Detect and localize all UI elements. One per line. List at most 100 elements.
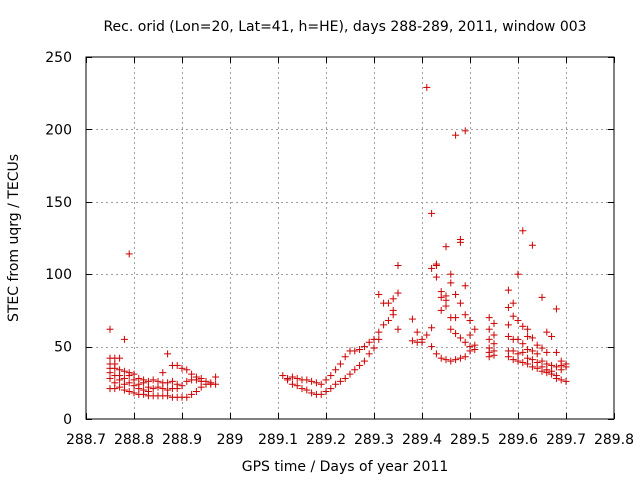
data-point [519, 348, 527, 356]
data-point [528, 241, 536, 249]
data-point [346, 370, 354, 378]
data-point [164, 392, 172, 400]
data-point [394, 262, 402, 270]
data-point [557, 376, 565, 384]
data-point [524, 332, 532, 340]
data-point [548, 332, 556, 340]
data-point [192, 376, 200, 384]
grid-lines [86, 57, 614, 419]
axis-ticks [86, 57, 615, 420]
y-tick-labels: 0 50 100 150 200 250 [45, 50, 72, 428]
data-point [514, 335, 522, 343]
data-point [159, 385, 167, 393]
data-point [356, 345, 364, 353]
data-point [552, 374, 560, 382]
data-point [279, 372, 287, 380]
x-tick-label: 289.5 [450, 432, 490, 448]
data-point [452, 290, 460, 298]
data-point [360, 343, 368, 351]
data-point [356, 361, 364, 369]
data-point [538, 344, 546, 352]
data-point [437, 306, 445, 314]
x-tick-label: 289.7 [546, 432, 586, 448]
data-point [461, 353, 469, 361]
data-point [528, 356, 536, 364]
data-point [413, 328, 421, 336]
data-point [447, 357, 455, 365]
data-point [504, 332, 512, 340]
data-point [524, 360, 532, 368]
data-point [375, 335, 383, 343]
data-point [533, 341, 541, 349]
data-point [173, 385, 181, 393]
y-tick-label: 200 [45, 122, 72, 138]
data-point [375, 328, 383, 336]
data-point [384, 317, 392, 325]
x-tick-label: 289 [217, 432, 244, 448]
data-point [485, 314, 493, 322]
data-point [365, 350, 373, 358]
data-point [432, 350, 440, 358]
data-point [293, 374, 301, 382]
data-point [360, 357, 368, 365]
data-point [130, 382, 138, 390]
data-point [149, 385, 157, 393]
data-point [562, 377, 570, 385]
data-point [442, 356, 450, 364]
data-point [418, 338, 426, 346]
data-point [288, 373, 296, 381]
data-point [452, 131, 460, 139]
data-point [552, 348, 560, 356]
data-point [341, 353, 349, 361]
data-point [485, 325, 493, 333]
data-point [332, 380, 340, 388]
data-point [452, 356, 460, 364]
data-point [519, 340, 527, 348]
data-point [303, 376, 311, 384]
data-point [197, 383, 205, 391]
data-point [471, 345, 479, 353]
data-point [519, 227, 527, 235]
data-point [519, 322, 527, 330]
data-point [120, 386, 128, 394]
data-point [543, 328, 551, 336]
data-point [284, 376, 292, 384]
data-point [159, 369, 167, 377]
data-point [336, 377, 344, 385]
x-tick-label: 289.1 [258, 432, 298, 448]
data-point [298, 385, 306, 393]
data-point [183, 393, 191, 401]
y-tick-label: 150 [45, 195, 72, 211]
data-point [173, 361, 181, 369]
data-point [341, 374, 349, 382]
data-point [432, 273, 440, 281]
data-point [432, 262, 440, 270]
data-point [317, 390, 325, 398]
data-point [428, 264, 436, 272]
x-tick-label: 289.2 [306, 432, 346, 448]
data-point [456, 334, 464, 342]
data-point [466, 317, 474, 325]
data-point [154, 383, 162, 391]
data-point [447, 279, 455, 287]
data-point [490, 351, 498, 359]
data-point [384, 299, 392, 307]
data-point [125, 250, 133, 258]
data-point [552, 363, 560, 371]
data-point [120, 367, 128, 375]
data-point [442, 243, 450, 251]
data-point [452, 330, 460, 338]
chart-title: Rec. orid (Lon=20, Lat=41, h=HE), days 2… [103, 19, 586, 35]
data-point [322, 376, 330, 384]
data-point [528, 334, 536, 342]
data-point [116, 354, 124, 362]
data-point [447, 325, 455, 333]
data-point [149, 376, 157, 384]
y-tick-label: 50 [54, 340, 72, 356]
x-tick-label: 289.8 [594, 432, 634, 448]
data-point [538, 293, 546, 301]
data-point [125, 372, 133, 380]
data-point [437, 293, 445, 301]
data-point [308, 389, 316, 397]
